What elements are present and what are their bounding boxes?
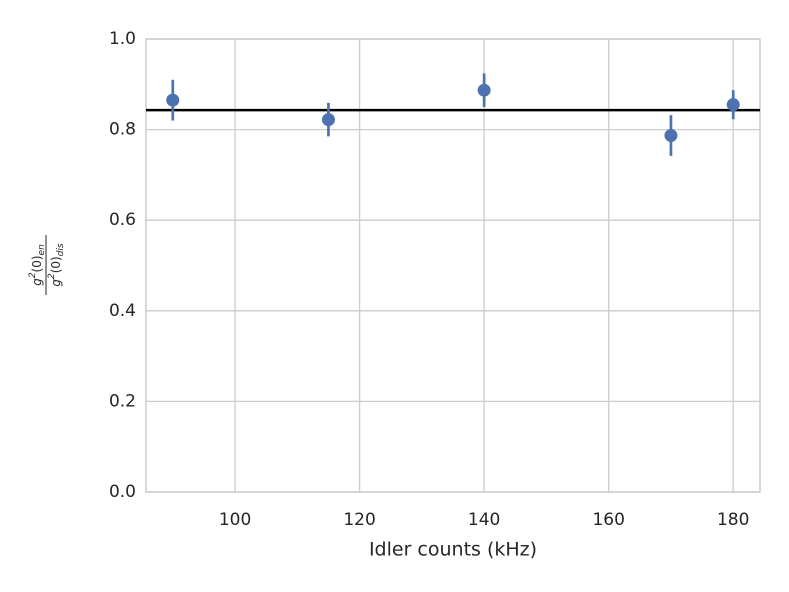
y-tick-label: 0.8	[109, 120, 136, 140]
point	[166, 93, 180, 107]
y-tick-label: 0.6	[109, 210, 136, 230]
point	[726, 98, 740, 112]
y-label-numerator: g2(0)en	[28, 244, 47, 286]
y-axis-label: g2(0)en g2(0)dis	[28, 235, 66, 295]
point	[664, 128, 678, 142]
x-tick-label: 120	[343, 510, 375, 530]
y-label-denominator: g2(0)dis	[47, 243, 66, 287]
x-axis-label: Idler counts (kHz)	[369, 539, 537, 561]
y-tick-label: 1.0	[109, 29, 136, 49]
point	[321, 113, 335, 127]
x-tick-label: 140	[468, 510, 500, 530]
plot-frame	[145, 38, 761, 493]
y-tick-label: 0.2	[109, 391, 136, 411]
x-tick-label: 100	[219, 510, 251, 530]
y-tick-label: 0.0	[109, 482, 136, 502]
y-tick-label: 0.4	[109, 301, 136, 321]
x-tick-label: 160	[592, 510, 624, 530]
x-tick-label: 180	[717, 510, 749, 530]
point	[477, 83, 491, 97]
